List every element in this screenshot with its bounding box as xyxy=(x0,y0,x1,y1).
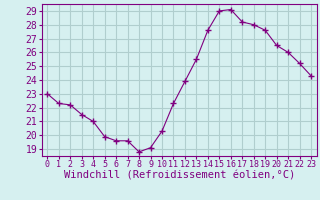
X-axis label: Windchill (Refroidissement éolien,°C): Windchill (Refroidissement éolien,°C) xyxy=(64,171,295,181)
